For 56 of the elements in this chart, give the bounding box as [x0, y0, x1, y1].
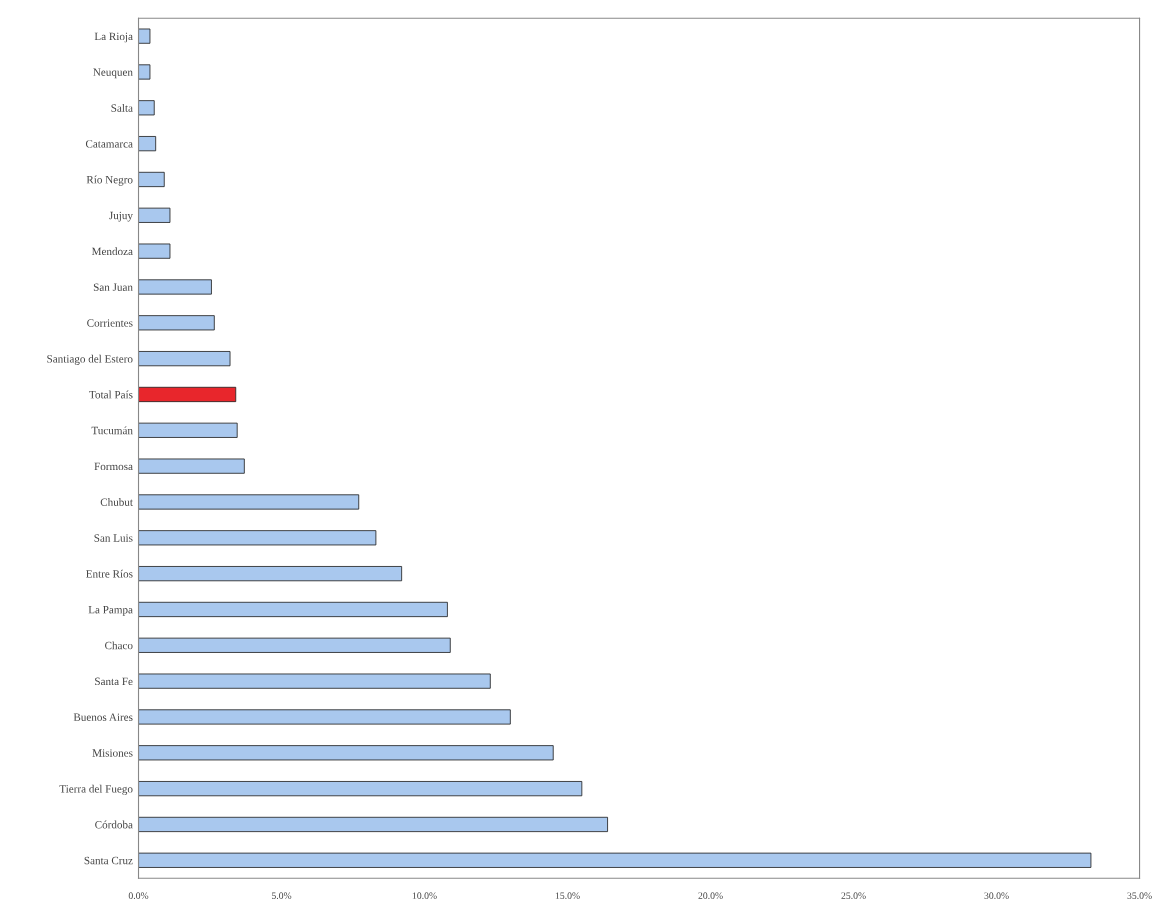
bar: [138, 279, 212, 295]
bar: [138, 709, 511, 725]
y-tick-label: Tierra del Fuego: [59, 784, 133, 795]
x-tick-label: 10.0%: [412, 892, 437, 899]
x-tick-label: 25.0%: [841, 892, 866, 899]
bar: [138, 601, 448, 618]
y-tick-label: Salta: [111, 103, 133, 112]
bar: [138, 136, 157, 152]
y-tick-label: Chubut: [100, 498, 133, 506]
x-tick-label: 15.0%: [555, 892, 580, 899]
bar: [138, 351, 231, 367]
y-tick-label: Catamarca: [85, 140, 133, 148]
y-tick-label: La Rioja: [94, 32, 133, 43]
bar: [138, 422, 238, 438]
y-tick-label: Entre Ríos: [86, 569, 133, 578]
y-tick-label: Neuquen: [93, 68, 133, 79]
bar: [138, 243, 171, 259]
y-tick-label: Jujuy: [109, 211, 133, 222]
y-tick-label: Mendoza: [91, 247, 133, 256]
bar: [138, 207, 171, 223]
y-tick-label: La Pampa: [88, 606, 133, 616]
y-tick-label: Río Negro: [86, 175, 133, 186]
bar: [138, 28, 151, 44]
y-tick-label: Buenos Aires: [73, 713, 133, 721]
bar: [138, 315, 215, 331]
x-tick-label: 0.0%: [128, 892, 149, 899]
y-tick-label: Corrientes: [87, 319, 133, 327]
y-tick-label: Santiago del Estero: [47, 354, 133, 365]
bar: [138, 171, 165, 188]
bar: [138, 781, 583, 797]
x-tick-label: 5.0%: [271, 892, 292, 899]
y-tick-label: Misiones: [92, 749, 133, 757]
bar: [138, 745, 554, 761]
y-tick-label: Tucumán: [91, 426, 133, 435]
bar: [138, 816, 608, 833]
y-tick-label: Santa Cruz: [84, 856, 133, 865]
bar: [138, 100, 155, 116]
y-tick-label: Córdoba: [95, 820, 133, 829]
y-tick-label: San Luis: [94, 534, 133, 542]
x-tick-label: 20.0%: [698, 892, 723, 899]
bar: [138, 458, 245, 474]
x-tick-label: 30.0%: [984, 892, 1009, 899]
bar: [138, 637, 451, 653]
y-tick-label: Formosa: [94, 462, 133, 471]
bar: [138, 64, 151, 80]
bar: [138, 852, 1092, 868]
y-tick-label: Chaco: [105, 641, 133, 650]
y-tick-label: Santa Fe: [95, 677, 133, 686]
x-tick-label: 35.0%: [1127, 892, 1152, 899]
bar: [138, 566, 403, 582]
bar: [138, 386, 237, 403]
bar: [138, 673, 491, 689]
bar: [138, 530, 377, 546]
y-tick-label: Total País: [89, 390, 133, 399]
y-tick-label: San Juan: [93, 283, 133, 291]
bar: [138, 494, 360, 510]
